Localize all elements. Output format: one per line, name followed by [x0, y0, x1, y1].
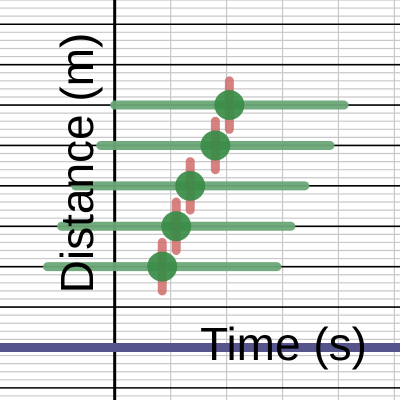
data-point — [200, 130, 231, 161]
x-axis-title: Time (s) — [200, 318, 367, 370]
data-point — [175, 170, 206, 201]
data-point — [161, 211, 192, 242]
data-points — [147, 90, 245, 282]
y-axis-title: Distance (m) — [51, 33, 103, 294]
data-point — [214, 90, 245, 121]
data-point — [147, 251, 178, 282]
